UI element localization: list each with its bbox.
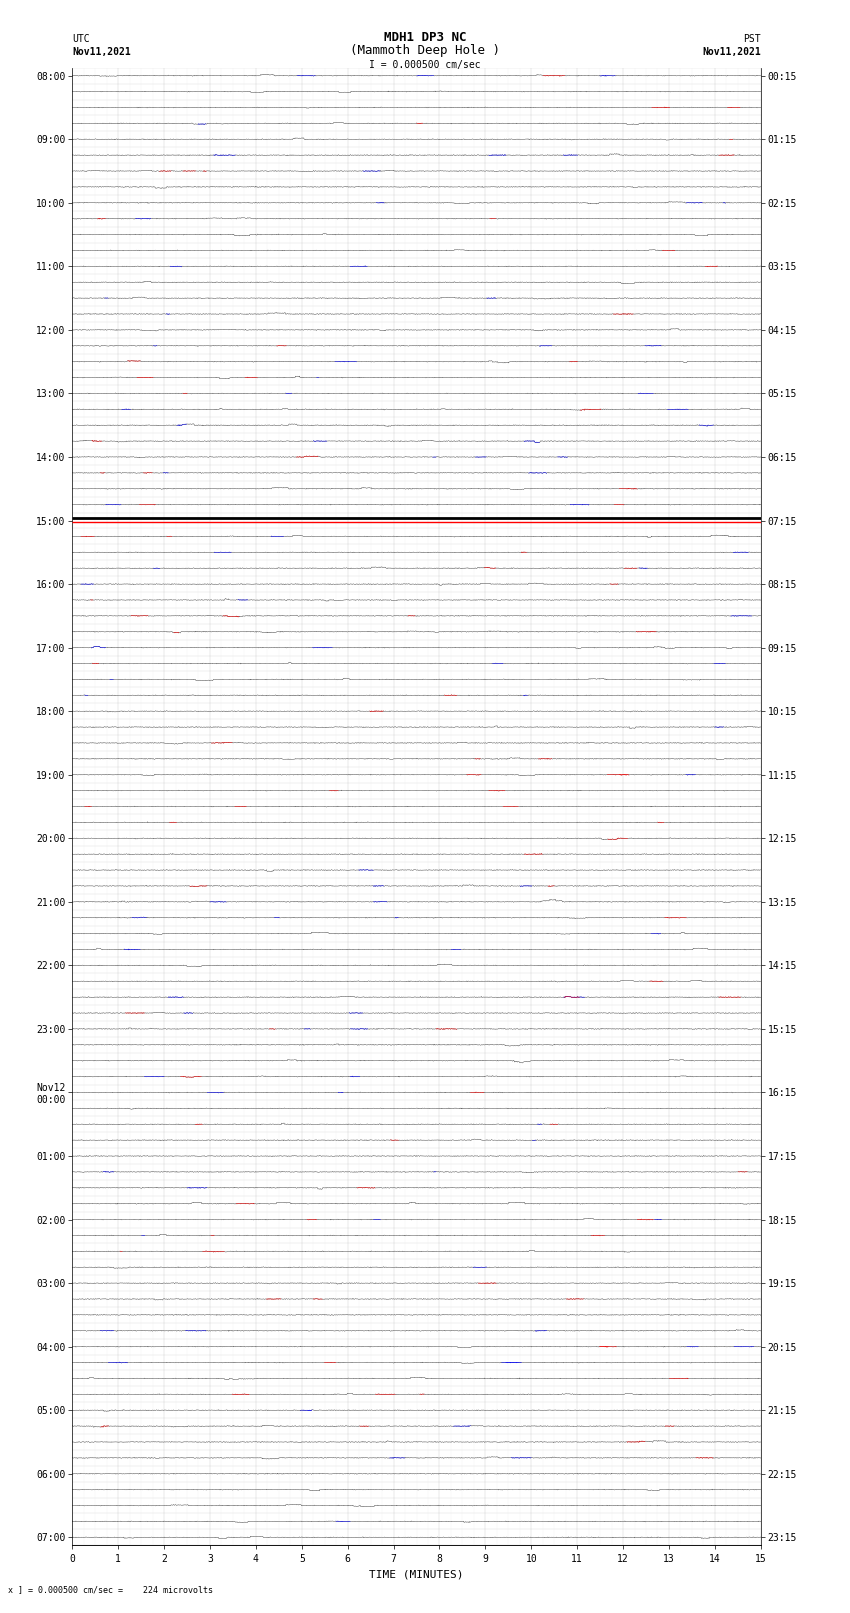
Text: I = 0.000500 cm/sec: I = 0.000500 cm/sec bbox=[369, 60, 481, 71]
Text: PST: PST bbox=[743, 34, 761, 44]
Text: MDH1 DP3 NC: MDH1 DP3 NC bbox=[383, 31, 467, 44]
X-axis label: TIME (MINUTES): TIME (MINUTES) bbox=[369, 1569, 464, 1579]
Text: UTC: UTC bbox=[72, 34, 90, 44]
Text: Nov11,2021: Nov11,2021 bbox=[702, 47, 761, 58]
Text: (Mammoth Deep Hole ): (Mammoth Deep Hole ) bbox=[350, 44, 500, 58]
Text: x ] = 0.000500 cm/sec =    224 microvolts: x ] = 0.000500 cm/sec = 224 microvolts bbox=[8, 1584, 213, 1594]
Text: Nov11,2021: Nov11,2021 bbox=[72, 47, 131, 58]
